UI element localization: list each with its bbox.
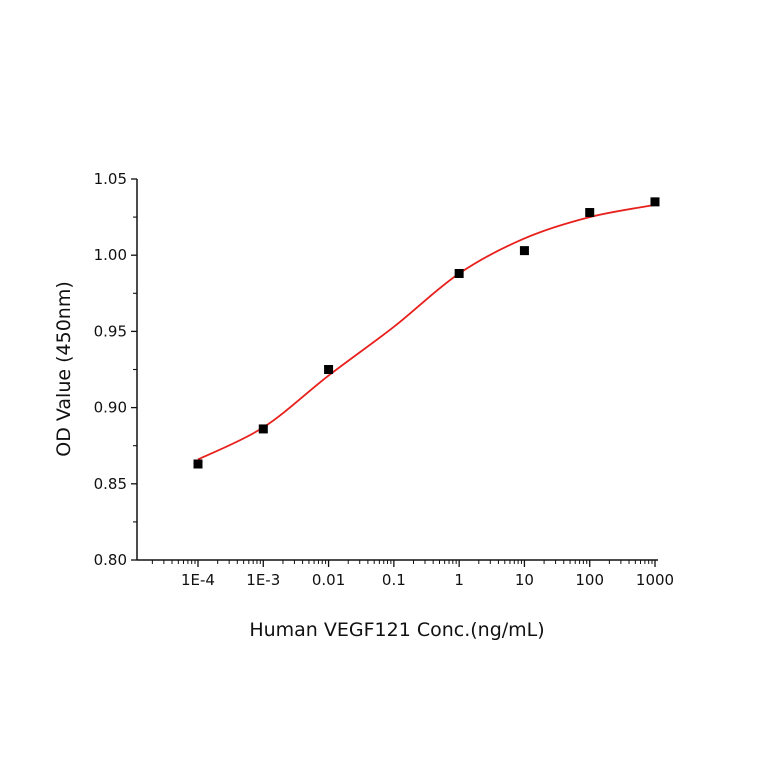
y-tick-label: 0.95 [94,322,127,340]
x-tick-label: 0.01 [312,571,345,589]
y-tick-label: 1.00 [94,246,127,264]
x-tick-label: 1E-3 [246,571,280,589]
x-tick-label: 1E-4 [181,571,215,589]
y-tick-label: 0.90 [94,399,127,417]
fit-curve-group [197,204,656,461]
data-point [193,459,203,469]
data-point [454,268,464,278]
data-point [324,365,334,374]
axes [131,178,658,567]
y-tick-label: 1.05 [94,170,127,188]
x-tick-label: 100 [575,571,604,589]
x-tick-label: 1000 [636,571,674,589]
x-tick-label: 10 [515,571,534,589]
data-point [519,246,529,256]
data-point [585,208,595,218]
x-tick-label: 1 [454,571,464,589]
data-points [193,197,660,469]
fit-curve [197,204,656,461]
y-axis-title: OD Value (450nm) [53,281,75,456]
x-axis-title: Human VEGF121 Conc.(ng/mL) [249,619,544,641]
x-tick-label: 0.1 [382,571,406,589]
y-tick-label: 0.80 [94,551,127,569]
y-tick-label: 0.85 [94,475,127,493]
tick-labels: 0.80 0.85 0.90 0.95 1.00 1.05 1E-4 1E-3 0.01 0.1 1… [94,170,675,589]
data-point [650,197,660,207]
data-point [258,424,268,434]
